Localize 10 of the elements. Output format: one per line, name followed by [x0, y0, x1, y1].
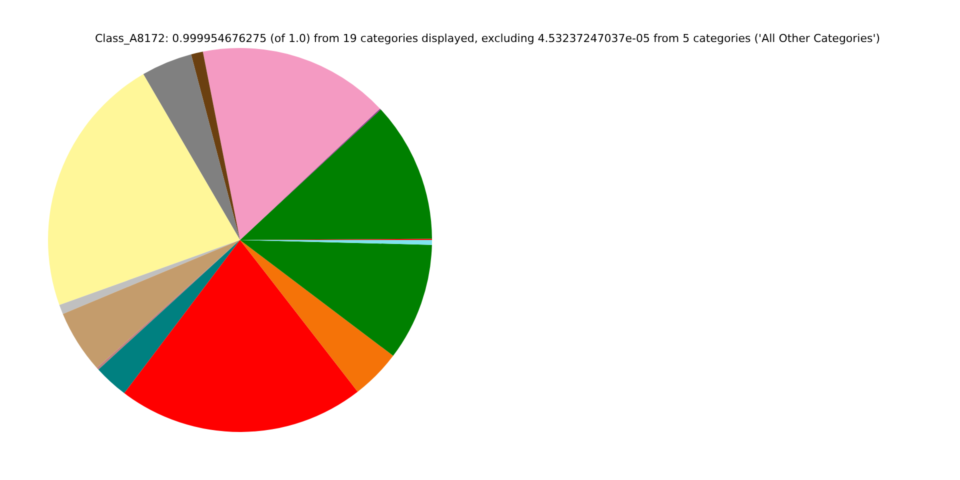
pie-slice [202, 48, 380, 240]
pie-slice [59, 240, 240, 314]
pie-slice [240, 240, 394, 392]
pie-slice [48, 74, 240, 306]
text: Class_A8172: 0.999954676275 (of 1.0) from 19 categories displayed, excluding 4.53237247037e-05 from 5 categories ('All Other Categories') [95, 32, 880, 45]
pie-slice [62, 240, 240, 368]
pie-slice [124, 240, 358, 432]
pie-slice [191, 52, 240, 240]
pie-slice [98, 240, 240, 394]
pie-slice [143, 54, 240, 240]
